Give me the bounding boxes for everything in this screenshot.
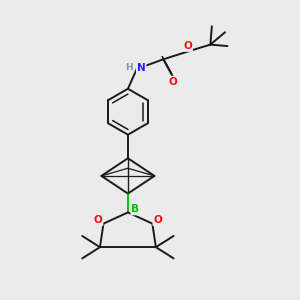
Text: O: O	[168, 77, 177, 87]
Text: O: O	[94, 215, 103, 225]
Text: B: B	[131, 205, 139, 214]
Text: O: O	[153, 215, 162, 225]
Text: O: O	[183, 41, 192, 51]
Text: N: N	[137, 63, 146, 73]
Text: H: H	[125, 63, 132, 72]
